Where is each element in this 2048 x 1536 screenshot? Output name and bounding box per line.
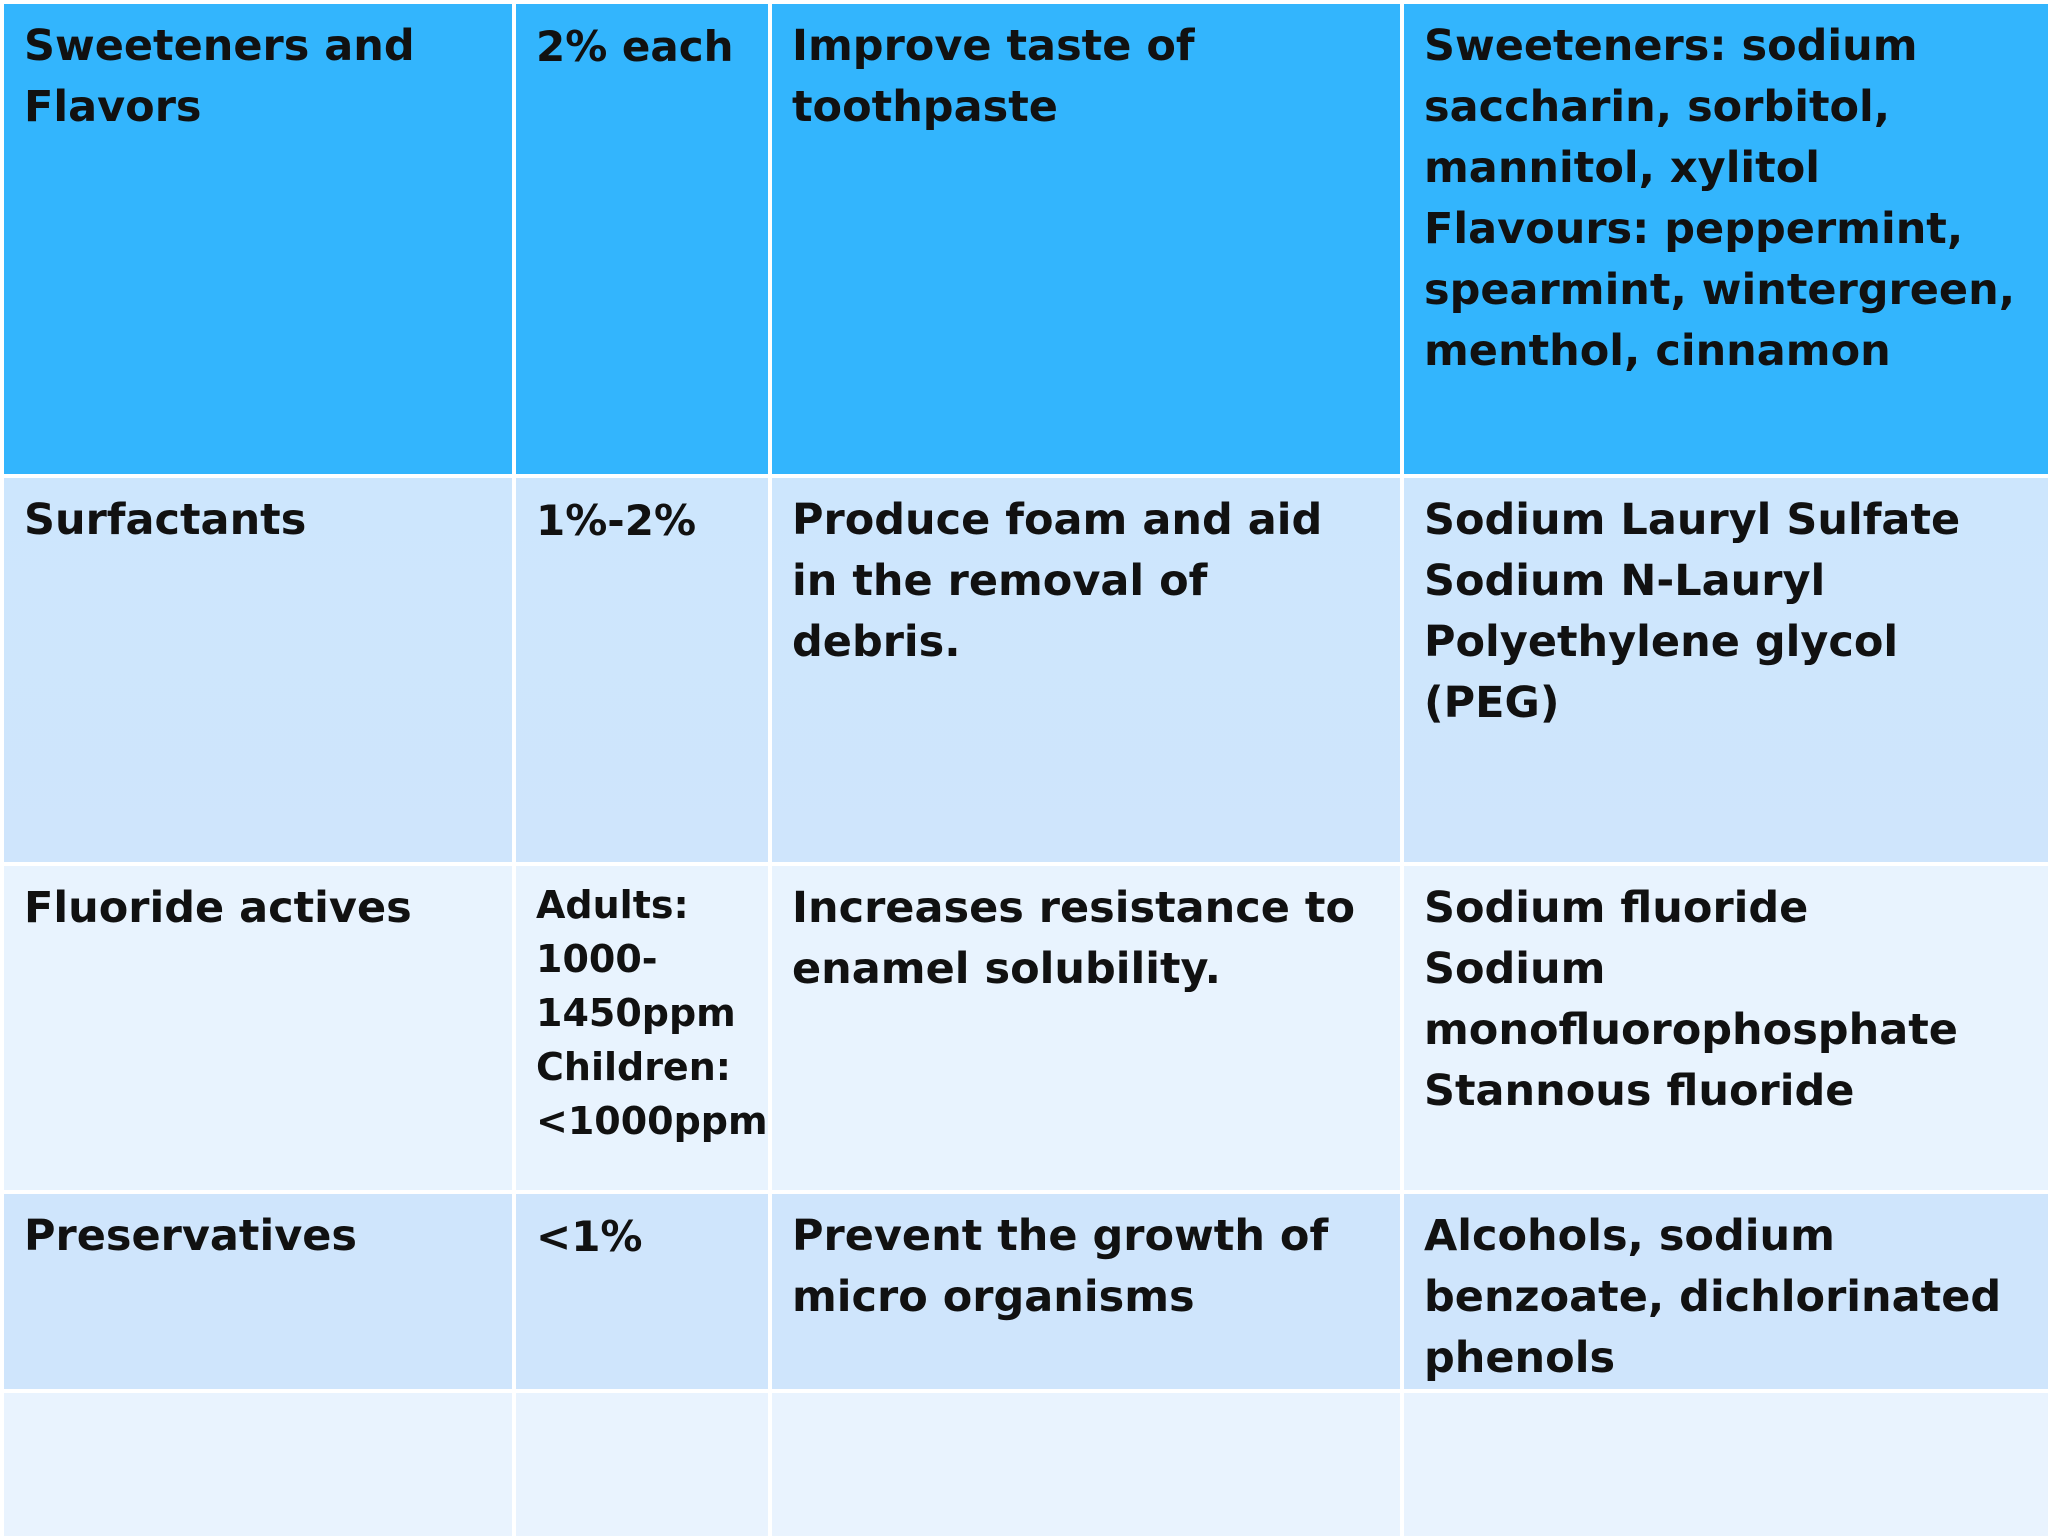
component-cell: Fluoride actives	[0, 862, 516, 1194]
examples-cell: Sweeteners: sodium saccharin, sorbitol, …	[1400, 0, 2048, 478]
concentration-cell	[512, 1389, 772, 1536]
component-cell: Surfactants	[0, 474, 516, 866]
examples-cell: Alcohols, sodium benzoate, dichlorinated…	[1400, 1190, 2048, 1393]
concentration-cell: 1%-2%	[512, 474, 772, 866]
examples-cell	[1400, 1389, 2048, 1536]
component-cell: Sweeteners and Flavors	[0, 0, 516, 478]
function-cell: Prevent the growth of micro organisms	[768, 1190, 1404, 1393]
examples-cell: Sodium Lauryl Sulfate Sodium N-Lauryl Po…	[1400, 474, 2048, 866]
concentration-cell: Adults: 1000-1450ppm Children:<1000ppm	[512, 862, 772, 1194]
examples-cell: Sodium fluoride Sodium monofluorophospha…	[1400, 862, 2048, 1194]
function-cell: Produce foam and aid in the removal of d…	[768, 474, 1404, 866]
function-cell	[768, 1389, 1404, 1536]
table-row: Preservatives <1% Prevent the growth of …	[0, 1190, 2048, 1393]
table-row: Sweeteners and Flavors 2% each Improve t…	[0, 0, 2048, 478]
function-cell: Improve taste of toothpaste	[768, 0, 1404, 478]
concentration-cell: 2% each	[512, 0, 772, 478]
function-cell: Increases resistance to enamel solubilit…	[768, 862, 1404, 1194]
component-cell: Preservatives	[0, 1190, 516, 1393]
concentration-cell: <1%	[512, 1190, 772, 1393]
table-row: Fluoride actives Adults: 1000-1450ppm Ch…	[0, 862, 2048, 1194]
table-row: Surfactants 1%-2% Produce foam and aid i…	[0, 474, 2048, 866]
component-cell	[0, 1389, 516, 1536]
table-row	[0, 1389, 2048, 1536]
